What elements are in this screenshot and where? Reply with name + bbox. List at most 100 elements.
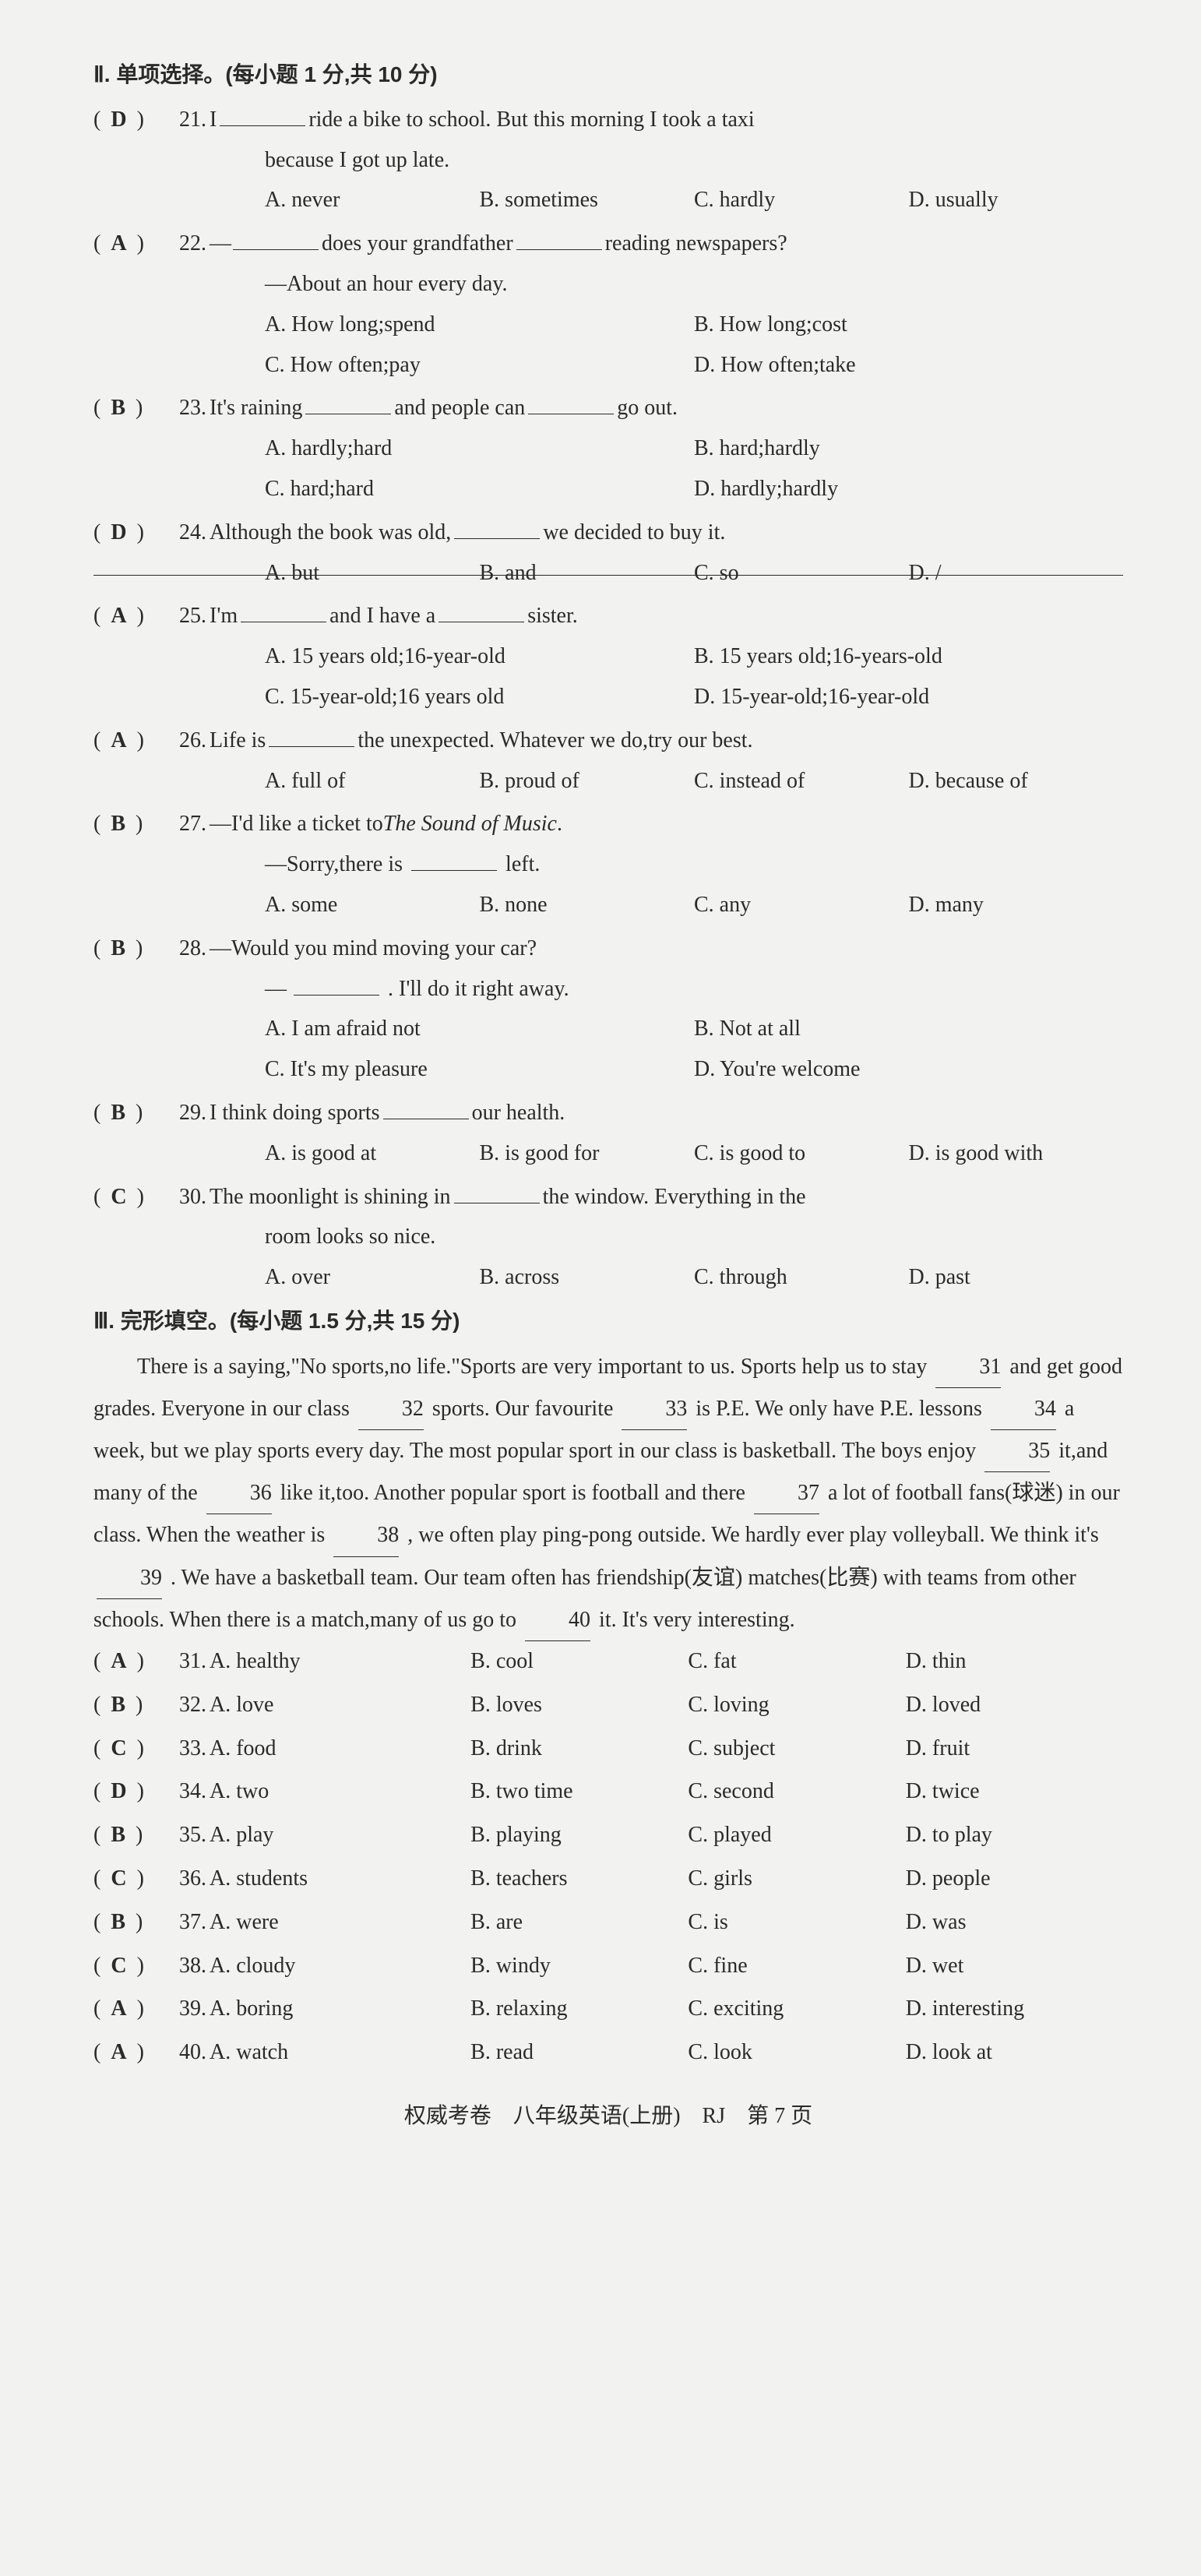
option-b: B. sometimes <box>480 180 695 220</box>
option-b: B. hard;hardly <box>694 428 1123 469</box>
option-b: B. drink <box>470 1728 688 1769</box>
option-b: B. read <box>470 2032 688 2073</box>
option-a: A. students <box>210 1859 470 1899</box>
dash: — <box>265 977 285 1001</box>
question-number: 34. <box>179 1771 206 1812</box>
option-a: A. over <box>265 1257 480 1298</box>
option-d: D. past <box>909 1257 1124 1298</box>
page-footer: 权威考卷 八年级英语(上册) RJ 第 7 页 <box>93 2096 1123 2137</box>
blank-40: 40 <box>525 1599 590 1641</box>
question-number: 25. <box>179 596 206 636</box>
question-25: ( A ) 25. I'm and I have a sister. A. 15… <box>93 596 1123 717</box>
option-a: A. never <box>265 180 480 220</box>
answer-letter-28: B <box>106 936 130 960</box>
option-a: A. How long;spend <box>265 305 694 345</box>
question-number: 27. <box>179 804 206 844</box>
blank <box>528 391 614 415</box>
option-c: C. second <box>688 1771 905 1812</box>
option-d: D. fruit <box>906 1728 1123 1769</box>
answer-letter-26: A <box>106 728 131 752</box>
question-number: 22. <box>179 224 206 264</box>
blank-37: 37 <box>754 1472 819 1514</box>
option-c: C. How often;pay <box>265 345 694 386</box>
answer-slot-39: ( A ) <box>93 1989 179 2029</box>
option-c: C. subject <box>688 1728 905 1769</box>
answer-slot-40: ( A ) <box>93 2032 179 2073</box>
passage-text: like it,too. Another popular sport is fo… <box>280 1481 751 1505</box>
option-d: D. look at <box>906 2032 1123 2073</box>
stem-text: The moonlight is shining in <box>210 1177 451 1218</box>
answer-slot-25: ( A ) <box>93 596 179 636</box>
question-29: ( B ) 29. I think doing sports our healt… <box>93 1093 1123 1174</box>
option-a: A. is good at <box>265 1133 480 1174</box>
option-b: B. across <box>480 1257 695 1298</box>
answer-slot-26: ( A ) <box>93 721 179 761</box>
option-d: D. You're welcome <box>694 1049 1123 1090</box>
option-c: C. is <box>688 1902 905 1943</box>
cloze-question-37: ( B )37.A. wereB. areC. isD. was <box>93 1902 1123 1943</box>
stem-italic: The Sound of Music <box>383 804 557 844</box>
option-c: C. girls <box>688 1859 905 1899</box>
stem-line-2: room looks so nice. <box>93 1217 1123 1257</box>
question-30: ( C ) 30. The moonlight is shining in th… <box>93 1177 1123 1298</box>
stem-text: go out. <box>617 388 678 428</box>
answer-slot-30: ( C ) <box>93 1177 179 1218</box>
stem-text: the unexpected. Whatever we do,try our b… <box>357 721 752 761</box>
answer-slot-29: ( B ) <box>93 1093 179 1133</box>
option-a: A. were <box>210 1902 470 1943</box>
option-d: D. is good with <box>909 1133 1124 1174</box>
answer-slot-36: ( C ) <box>93 1859 179 1899</box>
option-d: D. twice <box>906 1771 1123 1812</box>
question-number: 36. <box>179 1859 206 1899</box>
stem-text: ride a bike to school. But this morning … <box>308 100 754 140</box>
question-number: 37. <box>179 1902 206 1943</box>
question-number: 28. <box>179 929 206 969</box>
stem-text: reading newspapers? <box>605 224 787 264</box>
option-d: D. wet <box>906 1946 1123 1986</box>
option-d: D. many <box>909 885 1124 925</box>
question-number: 21. <box>179 100 206 140</box>
answer-letter-24: D <box>106 520 131 544</box>
question-24: ( D ) 24. Although the book was old, we … <box>93 513 1123 594</box>
option-a: A. two <box>210 1771 470 1812</box>
stem-text: the window. Everything in the <box>543 1177 806 1218</box>
question-28: ( B ) 28. —Would you mind moving your ca… <box>93 929 1123 1090</box>
stem-text: . <box>557 804 562 844</box>
answer-slot-32: ( B ) <box>93 1685 179 1725</box>
answer-slot-27: ( B ) <box>93 804 179 844</box>
stem-text: . I'll do it right away. <box>388 977 569 1001</box>
option-b: B. is good for <box>480 1133 695 1174</box>
question-number: 38. <box>179 1946 206 1986</box>
question-number: 24. <box>179 513 206 553</box>
answer-letter-21: D <box>106 107 131 132</box>
option-c: C. 15-year-old;16 years old <box>265 677 694 717</box>
answer-slot-24: ( D ) <box>93 513 179 553</box>
answer-slot-31: ( A ) <box>93 1641 179 1682</box>
question-number: 40. <box>179 2032 206 2073</box>
answer-letter-37: B <box>106 1910 130 1934</box>
option-b: B. playing <box>470 1815 688 1855</box>
cloze-question-35: ( B )35.A. playB. playingC. playedD. to … <box>93 1815 1123 1855</box>
answer-letter-22: A <box>106 231 131 255</box>
question-23: ( B ) 23. It's raining and people can go… <box>93 388 1123 509</box>
blank <box>305 391 391 415</box>
option-a: A. healthy <box>210 1641 470 1682</box>
stem-text: left. <box>505 852 540 876</box>
question-26: ( A ) 26. Life is the unexpected. Whatev… <box>93 721 1123 802</box>
blank <box>269 723 354 747</box>
cloze-question-39: ( A )39.A. boringB. relaxingC. excitingD… <box>93 1989 1123 2029</box>
option-c: C. instead of <box>694 761 909 802</box>
passage-text: it. It's very interesting. <box>599 1608 795 1632</box>
stem-text: sister. <box>527 596 578 636</box>
option-a: A. but <box>265 553 480 594</box>
option-d: D. was <box>906 1902 1123 1943</box>
blank-38: 38 <box>333 1514 399 1556</box>
answer-slot-37: ( B ) <box>93 1902 179 1943</box>
answer-slot-33: ( C ) <box>93 1728 179 1769</box>
option-a: A. cloudy <box>210 1946 470 1986</box>
stem-text: —Sorry,there is <box>265 852 408 876</box>
stem-line-2: because I got up late. <box>93 140 1123 181</box>
option-a: A. love <box>210 1685 470 1725</box>
cloze-question-36: ( C )36.A. studentsB. teachersC. girlsD.… <box>93 1859 1123 1899</box>
answer-letter-38: C <box>106 1954 131 1978</box>
